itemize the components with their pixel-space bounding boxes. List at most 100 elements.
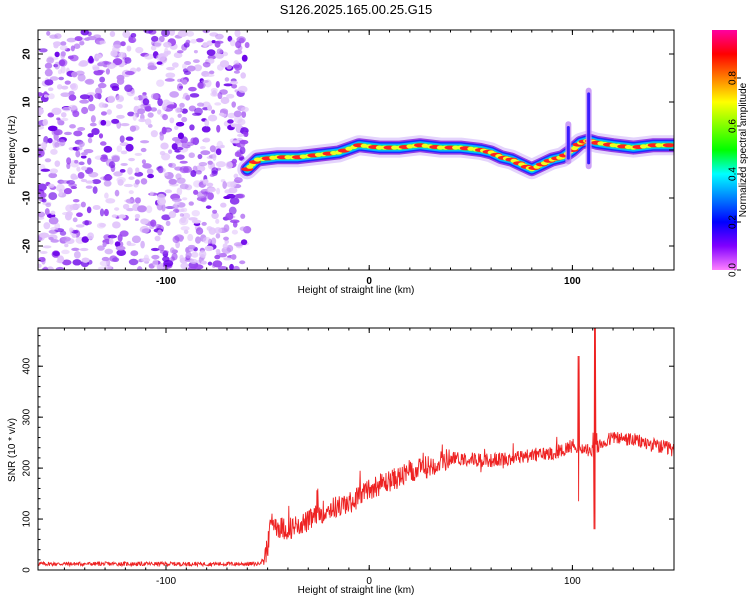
noise-blob <box>108 238 114 245</box>
noise-blob <box>61 259 72 266</box>
noise-blob <box>44 208 50 216</box>
noise-blob <box>100 155 109 163</box>
noise-blob <box>185 251 192 259</box>
noise-blob <box>204 245 214 252</box>
noise-blob <box>181 108 188 114</box>
noise-blob <box>190 170 197 178</box>
noise-blob <box>81 257 90 263</box>
noise-blob <box>219 60 230 68</box>
noise-blob <box>66 157 72 165</box>
noise-blob <box>218 112 225 117</box>
y-tick-label: 200 <box>22 459 33 476</box>
noise-blob <box>161 30 170 37</box>
noise-blob <box>56 84 63 90</box>
noise-blob <box>127 111 135 117</box>
noise-blob <box>56 117 61 121</box>
noise-blob <box>239 226 247 231</box>
noise-blob <box>176 187 183 196</box>
noise-blob <box>207 104 213 111</box>
y-tick-label: -20 <box>22 238 33 253</box>
noise-blob <box>59 45 68 51</box>
noise-blob <box>220 144 225 149</box>
noise-blob <box>226 244 234 253</box>
noise-blob <box>119 135 125 143</box>
noise-blob <box>211 167 219 174</box>
noise-blob <box>179 254 184 261</box>
noise-blob <box>103 208 109 217</box>
noise-blob <box>140 178 148 185</box>
noise-blob <box>43 222 51 230</box>
noise-blob <box>140 240 145 249</box>
noise-blob <box>69 83 77 89</box>
noise-blob <box>126 45 132 52</box>
noise-blob <box>177 113 182 118</box>
noise-blob <box>115 245 126 251</box>
y-tick-label: 100 <box>22 510 33 527</box>
noise-blob <box>223 257 232 261</box>
noise-blob <box>98 133 104 139</box>
noise-blob <box>124 57 132 64</box>
noise-blob <box>189 93 200 98</box>
y-tick-label: 0 <box>22 147 33 153</box>
noise-blob <box>56 184 65 193</box>
noise-blob <box>49 76 59 81</box>
noise-blob <box>128 37 137 44</box>
noise-blob <box>79 247 89 252</box>
noise-blob <box>174 201 180 206</box>
noise-blob <box>177 132 185 140</box>
noise-blob <box>231 229 238 235</box>
noise-blob <box>104 120 112 127</box>
noise-blob <box>183 70 191 76</box>
noise-blob <box>124 70 135 76</box>
ridge-core <box>662 143 674 148</box>
x-tick-label: -100 <box>156 276 176 287</box>
noise-blob <box>120 150 128 155</box>
noise-blob <box>236 193 246 199</box>
noise-blob <box>166 128 171 133</box>
noise-blob <box>169 247 175 254</box>
noise-blob <box>179 166 189 174</box>
noise-blob <box>85 180 94 184</box>
noise-blob <box>190 137 196 144</box>
noise-blob <box>229 219 240 224</box>
noise-blob <box>150 45 157 51</box>
noise-blob <box>147 112 154 118</box>
noise-blob <box>115 94 124 103</box>
noise-blob <box>84 220 89 226</box>
noise-blob <box>216 187 221 195</box>
noise-blob <box>85 78 95 85</box>
noise-blob <box>100 111 107 116</box>
noise-blob <box>108 161 116 169</box>
noise-blob <box>91 179 102 185</box>
noise-blob <box>193 49 198 54</box>
noise-blob <box>225 212 234 221</box>
noise-blob <box>87 103 96 112</box>
noise-blob <box>72 217 78 223</box>
noise-blob <box>123 183 133 188</box>
noise-blob <box>141 159 147 165</box>
noise-blob <box>204 119 210 127</box>
noise-blob <box>107 234 117 239</box>
noise-blob <box>162 103 167 111</box>
noise-blob <box>168 178 177 185</box>
y-tick-label: 10 <box>22 96 33 108</box>
noise-blob <box>69 124 76 129</box>
noise-blob <box>134 179 140 185</box>
noise-blob <box>73 251 81 259</box>
noise-blob <box>191 251 199 258</box>
noise-blob <box>164 78 175 82</box>
noise-blob <box>74 36 83 42</box>
noise-blob <box>98 102 106 108</box>
noise-blob <box>239 260 246 265</box>
noise-blob <box>195 227 204 235</box>
noise-blob <box>215 161 226 168</box>
noise-blob <box>189 124 195 131</box>
noise-blob <box>181 142 188 148</box>
noise-blob <box>104 192 109 199</box>
noise-blob <box>106 175 113 180</box>
noise-blob <box>163 172 169 177</box>
noise-blob <box>116 249 127 256</box>
noise-blob <box>157 229 163 236</box>
noise-blob <box>47 112 55 118</box>
